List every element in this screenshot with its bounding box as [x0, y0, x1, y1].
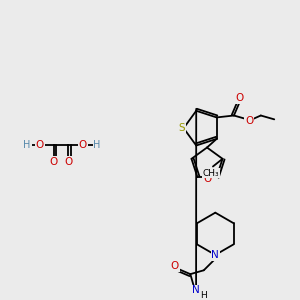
Text: O: O: [50, 157, 58, 167]
Text: CH₃: CH₃: [203, 169, 219, 178]
Text: N: N: [192, 286, 200, 296]
Text: O: O: [79, 140, 87, 150]
Text: O: O: [171, 261, 179, 272]
Text: H: H: [94, 140, 101, 150]
Text: S: S: [178, 123, 185, 133]
Text: O: O: [35, 140, 44, 150]
Text: O: O: [203, 174, 211, 184]
Text: O: O: [64, 157, 73, 167]
Text: N: N: [212, 250, 219, 260]
Text: O: O: [245, 116, 254, 126]
Text: H: H: [200, 291, 207, 300]
Text: H: H: [23, 140, 31, 150]
Text: O: O: [236, 93, 244, 103]
